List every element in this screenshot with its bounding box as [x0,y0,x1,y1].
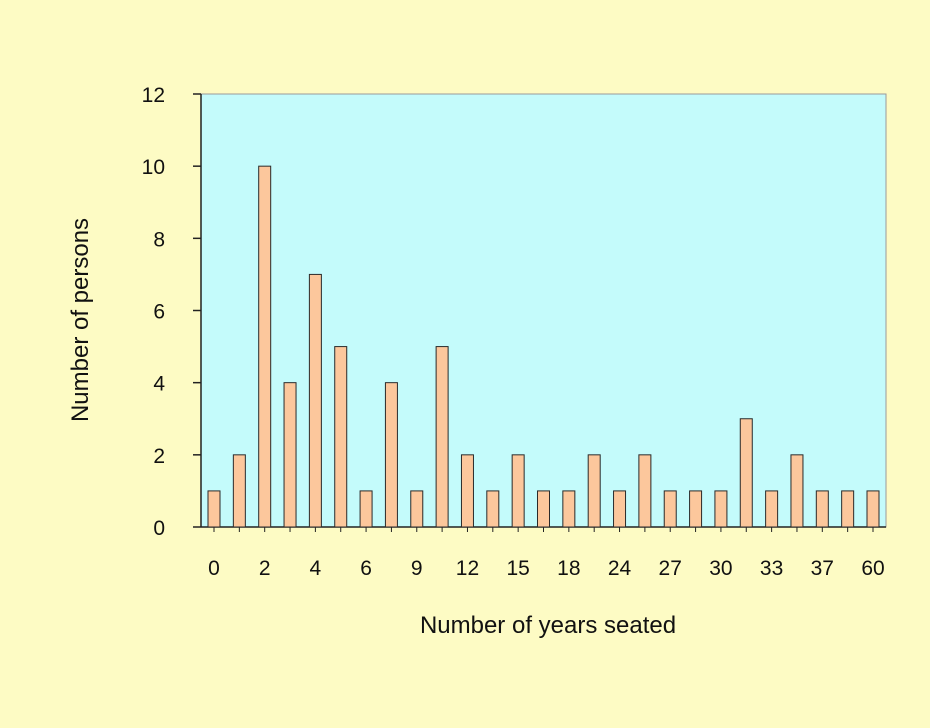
y-tick-label: 6 [153,301,165,324]
plot-area [200,93,887,528]
x-tick-label: 15 [506,557,529,580]
bar [790,454,804,528]
x-tick-label: 4 [310,557,322,580]
bar [283,382,297,528]
bar [359,490,373,528]
x-tick-label: 37 [811,557,834,580]
x-tick-label: 0 [208,557,220,580]
bar [587,454,601,528]
x-tick-label: 12 [456,557,479,580]
bar [613,490,627,528]
bar [739,418,753,528]
bar [486,490,500,528]
y-tick-label: 0 [153,517,165,540]
bar [460,454,474,528]
bar [511,454,525,528]
bars [207,165,880,528]
x-tick-label: 9 [411,557,423,580]
y-axis: 0 2 4 6 8 10 12 [142,84,202,540]
y-tick-label: 10 [142,156,165,179]
x-tick-label: 6 [360,557,372,580]
bar [410,490,424,528]
x-axis-title: Number of years seated [420,612,676,639]
y-tick-label: 8 [153,228,165,251]
y-axis-title: Number of persons [67,218,94,422]
y-tick-label: 2 [153,445,165,468]
x-tick-label: 24 [608,557,632,580]
bar [562,490,576,528]
bar [232,454,246,528]
x-tick-label: 2 [259,557,271,580]
y-tick-label: 4 [153,373,165,396]
bar [765,490,779,528]
bar [638,454,652,528]
x-tick-label: 30 [709,557,732,580]
bar [435,346,449,528]
y-tick-label: 12 [142,84,165,107]
bar [537,490,550,528]
bar [841,490,855,528]
bar [866,490,880,528]
bar [663,490,677,528]
x-tick-label: 33 [760,557,783,580]
bar [258,165,272,528]
x-axis: 0 2 4 6 9 12 15 18 24 27 30 33 37 60 [201,526,886,580]
bar [308,273,322,528]
bar [714,490,728,528]
bar [689,490,703,528]
x-tick-label: 60 [861,557,884,580]
bar [334,346,348,528]
bar [384,382,398,528]
bar [815,490,829,528]
x-tick-label: 18 [557,557,580,580]
bar [207,490,221,528]
x-tick-label: 27 [659,557,682,580]
